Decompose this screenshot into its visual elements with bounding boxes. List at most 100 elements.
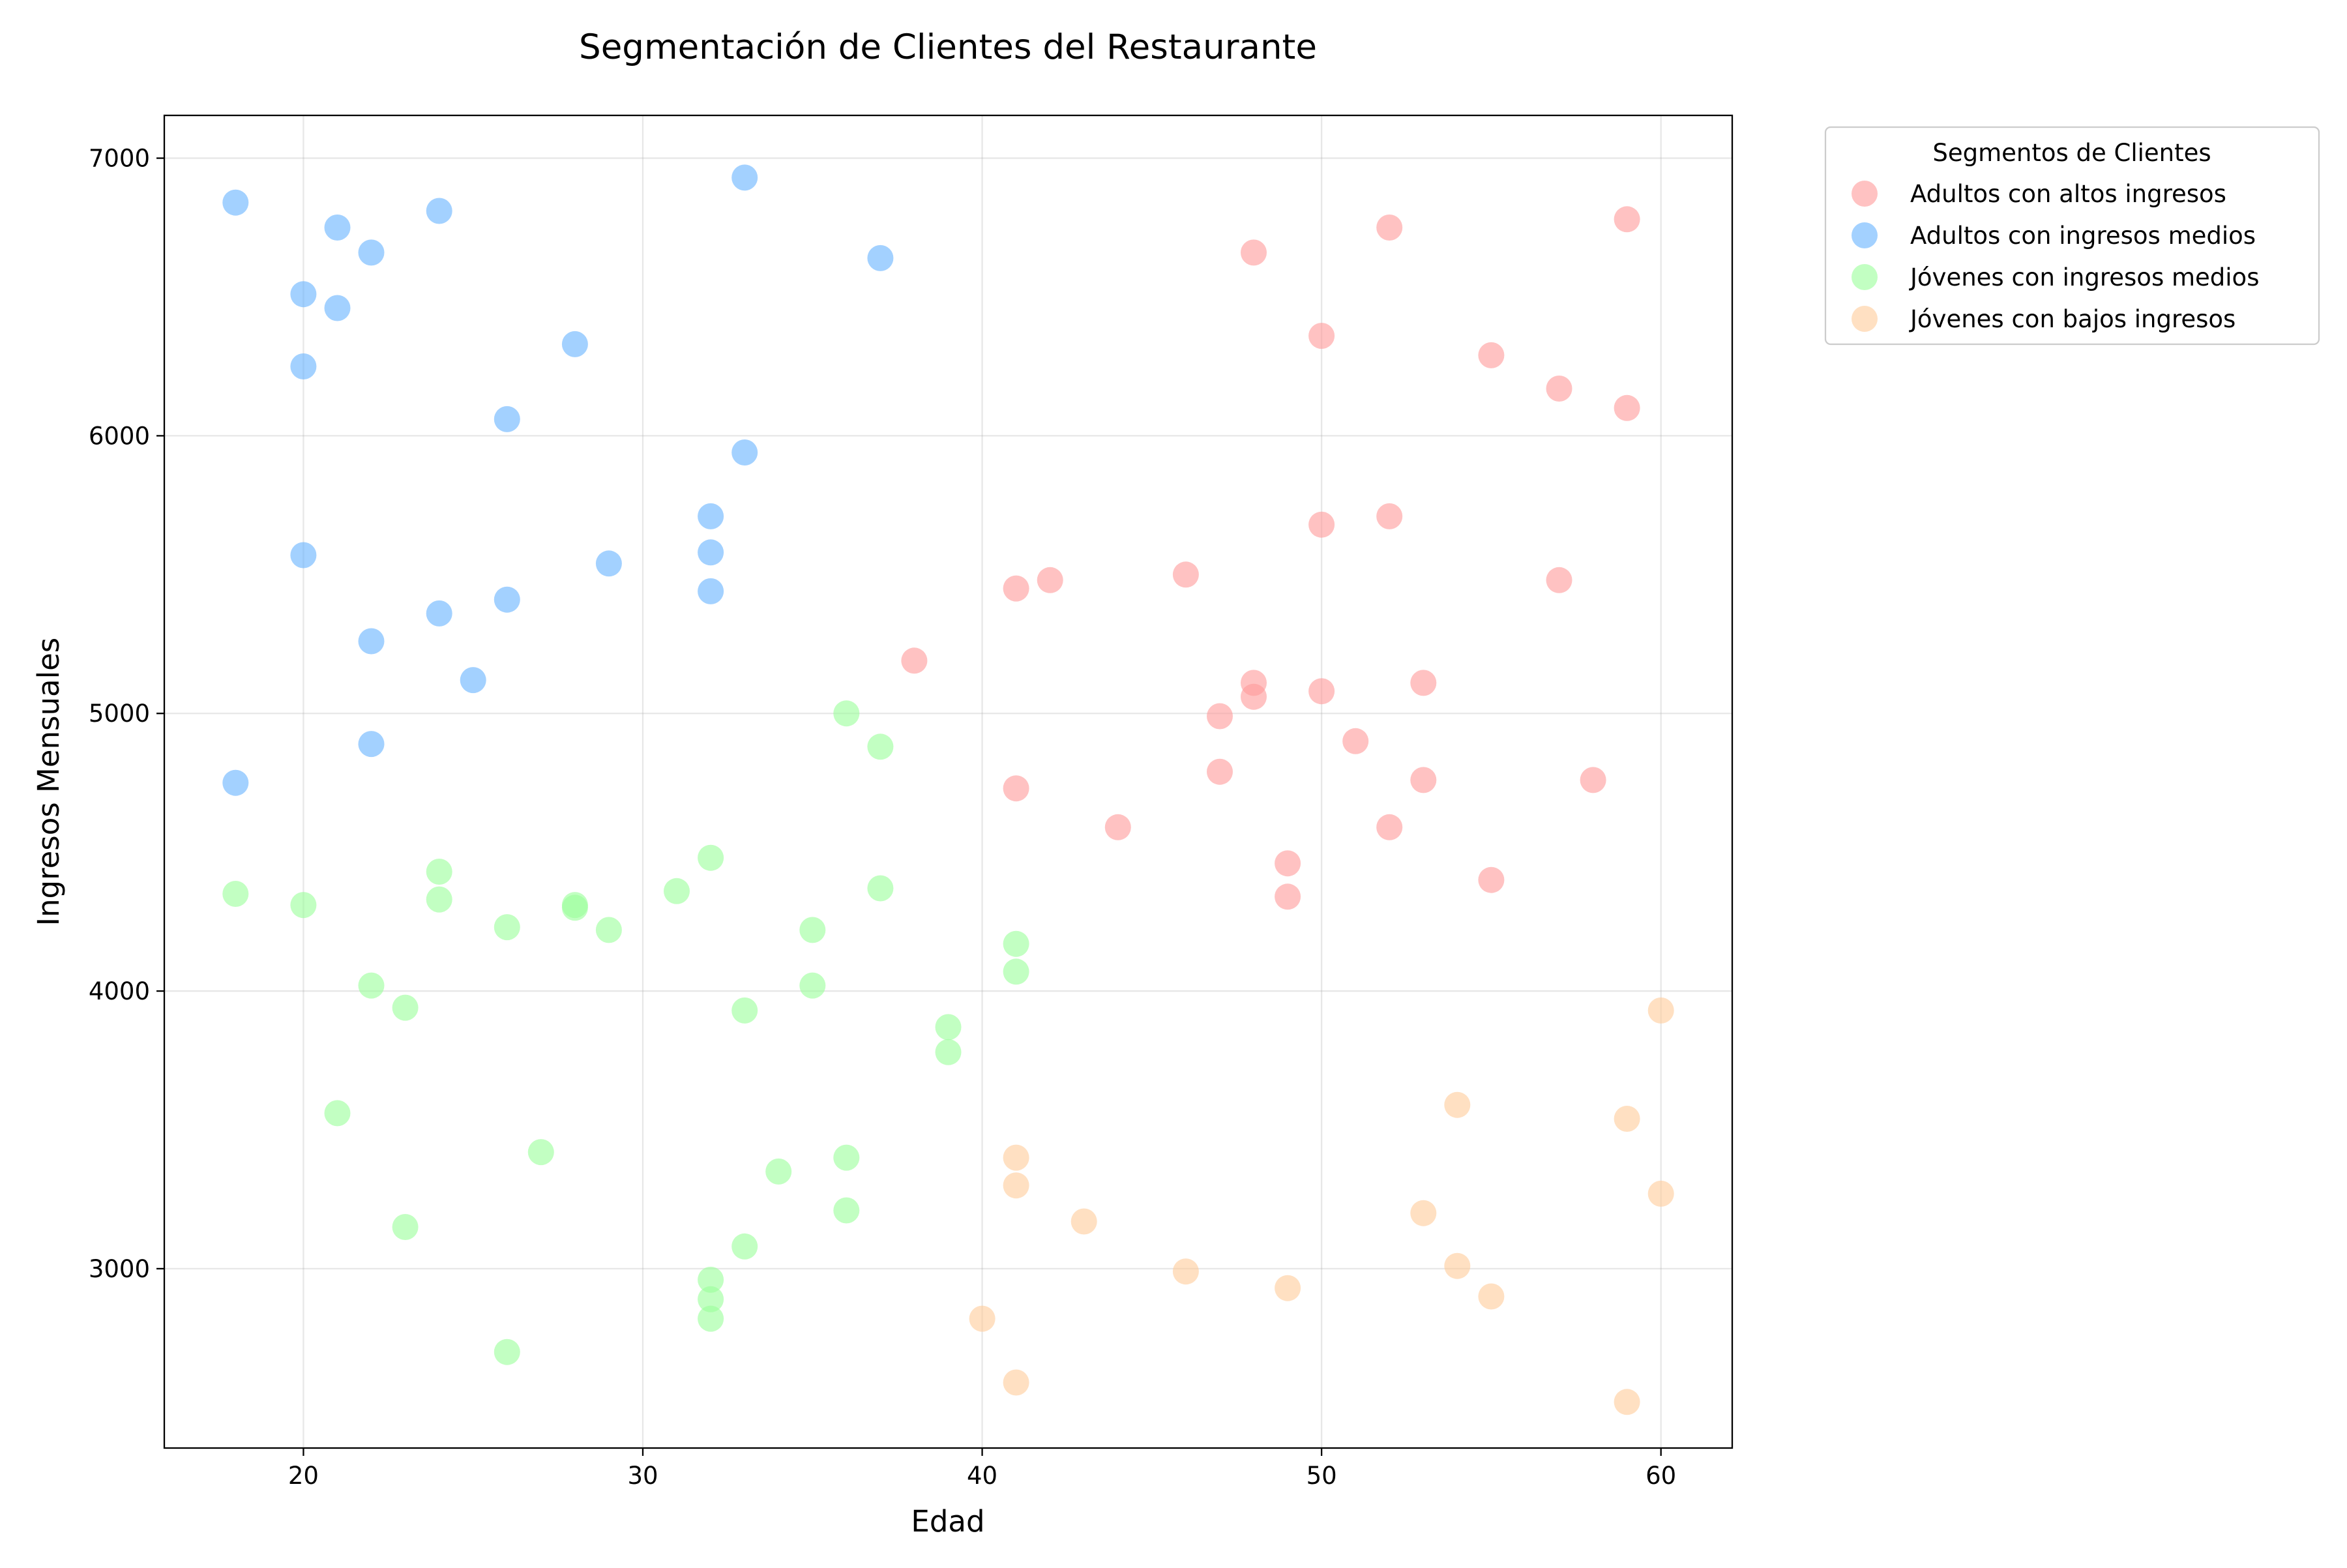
scatter-point <box>527 1139 554 1166</box>
grid-layer <box>164 115 1732 1448</box>
scatter-point <box>1614 1389 1640 1415</box>
y-tick-label: 6000 <box>89 422 150 450</box>
scatter-point <box>358 731 385 758</box>
scatter-point <box>1275 850 1301 877</box>
scatter-point <box>698 578 724 604</box>
scatter-point <box>1546 376 1572 402</box>
scatter-point <box>1070 1208 1097 1235</box>
y-tick-label: 7000 <box>89 145 150 173</box>
legend: Segmentos de Clientes Adultos con altos … <box>1824 126 2320 346</box>
scatter-point <box>969 1305 996 1332</box>
scatter-point <box>1037 567 1063 593</box>
scatter-point <box>901 647 928 674</box>
legend-entries: Adultos con altos ingresos Adultos con in… <box>1852 180 2259 333</box>
legend-title: Segmentos de Clientes <box>1932 139 2211 167</box>
chart-title: Segmentación de Clientes del Restaurante <box>579 27 1317 67</box>
scatter-point <box>1003 1144 1029 1171</box>
scatter-point <box>561 331 588 357</box>
scatter-point <box>426 859 452 885</box>
scatter-point <box>1614 1106 1640 1132</box>
scatter-point <box>867 733 894 760</box>
scatter-point <box>1410 670 1437 696</box>
scatter-point <box>1003 1369 1029 1396</box>
scatter-point <box>392 1214 419 1240</box>
scatter-point <box>426 198 452 224</box>
scatter-point <box>1172 1258 1199 1285</box>
x-tick-label: 20 <box>288 1462 319 1490</box>
scatter-point <box>698 539 724 566</box>
legend-label: Jóvenes con bajos ingresos <box>1909 305 2236 333</box>
scatter-point <box>1410 767 1437 793</box>
y-tick-label: 4000 <box>89 977 150 1005</box>
scatter-point <box>1342 728 1369 754</box>
scatter-point <box>1444 1091 1471 1118</box>
scatter-point <box>1376 503 1403 529</box>
legend-marker <box>1852 181 1878 207</box>
scatter-point <box>460 667 486 694</box>
x-tick-label: 60 <box>1646 1462 1676 1490</box>
legend-box <box>1824 126 2320 346</box>
scatter-point <box>1241 239 1267 266</box>
scatter-point <box>1376 814 1403 840</box>
scatter-point <box>1275 1275 1301 1301</box>
scatter-point <box>1647 1180 1674 1207</box>
scatter-point <box>595 917 622 943</box>
legend-marker <box>1852 264 1878 290</box>
legend-label: Jóvenes con ingresos medios <box>1909 263 2259 291</box>
scatter-point <box>290 281 317 308</box>
scatter-point <box>867 875 894 902</box>
y-axis-label: Ingresos Mensuales <box>31 638 66 926</box>
scatter-point <box>833 1197 860 1224</box>
x-tick-label: 30 <box>627 1462 658 1490</box>
scatter-point <box>833 1144 860 1171</box>
scatter-point <box>494 586 520 613</box>
scatter-point <box>731 1233 758 1260</box>
scatter-point <box>324 214 351 241</box>
scatter-point <box>1172 561 1199 588</box>
scatter-point <box>222 769 249 796</box>
x-axis-label: Edad <box>911 1504 984 1539</box>
scatter-point <box>1275 883 1301 910</box>
scatter-point <box>1003 575 1029 602</box>
scatter-point <box>1647 997 1674 1024</box>
scatter-point <box>392 994 419 1021</box>
scatter-point <box>1104 814 1131 840</box>
scatter-point <box>731 997 758 1024</box>
scatter-point <box>358 972 385 999</box>
scatter-point <box>799 972 826 999</box>
scatter-point <box>1546 567 1572 593</box>
scatter-point <box>426 600 452 627</box>
scatter-point <box>324 295 351 321</box>
scatter-point <box>1614 394 1640 421</box>
scatter-point <box>1308 323 1335 349</box>
ticks-layer: 20 30 40 50 60 3000 4000 5000 6000 7000 <box>89 145 1676 1490</box>
scatter-point <box>358 628 385 655</box>
legend-label: Adultos con altos ingresos <box>1910 180 2226 208</box>
scatter-point <box>1580 767 1606 793</box>
scatter-point <box>1410 1200 1437 1226</box>
plot-area-frame <box>163 114 1734 1449</box>
x-tick-label: 50 <box>1306 1462 1337 1490</box>
scatter-point <box>1003 775 1029 802</box>
y-tick-label: 3000 <box>89 1255 150 1283</box>
legend-marker <box>1852 222 1878 248</box>
scatter-point <box>290 353 317 379</box>
scatter-point <box>290 892 317 919</box>
scatter-point <box>1003 1172 1029 1199</box>
x-tick-label: 40 <box>967 1462 997 1490</box>
scatter-point <box>935 1039 962 1065</box>
scatter-point <box>595 550 622 577</box>
points-layer <box>222 164 1674 1415</box>
scatter-point <box>290 542 317 569</box>
scatter-point <box>799 917 826 943</box>
scatter-point <box>698 503 724 529</box>
scatter-point <box>561 895 588 921</box>
scatter-point <box>1478 866 1505 893</box>
scatter-point <box>731 164 758 191</box>
scatter-point <box>698 844 724 871</box>
scatter-point <box>867 244 894 271</box>
scatter-point <box>1308 511 1335 538</box>
scatter-point <box>1376 214 1403 241</box>
